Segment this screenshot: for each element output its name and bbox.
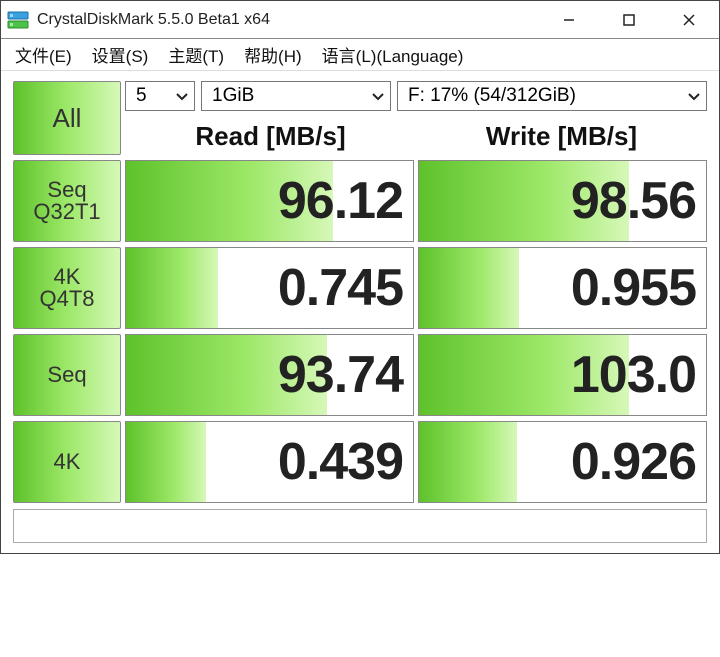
read-value-cell: 93.74 (125, 334, 414, 416)
result-row: SeqQ32T1 96.12 98.56 (13, 160, 707, 242)
test-label-line1: 4K (54, 451, 81, 473)
size-select[interactable]: 1GiB (201, 81, 391, 111)
top-controls: 5 1GiB F: 17% (54/312GiB) (125, 81, 707, 155)
write-value-cell: 0.926 (418, 421, 707, 503)
test-button-4kq4t8[interactable]: 4KQ4T8 (13, 247, 121, 329)
read-value-cell: 96.12 (125, 160, 414, 242)
app-icon (7, 9, 29, 31)
write-fill-bar (419, 248, 519, 328)
close-button[interactable] (659, 1, 719, 38)
drive-value: F: 17% (54/312GiB) (408, 85, 576, 107)
content-area: All 5 1GiB (1, 71, 719, 553)
minimize-button[interactable] (539, 1, 599, 38)
test-button-seqq32t1[interactable]: SeqQ32T1 (13, 160, 121, 242)
results-grid: SeqQ32T196.1298.564KQ4T80.7450.955Seq93.… (13, 160, 707, 503)
read-value: 0.745 (278, 258, 403, 318)
menu-file[interactable]: 文件(E) (15, 42, 72, 67)
read-value-cell: 0.745 (125, 247, 414, 329)
test-label-line2: Q4T8 (39, 288, 94, 310)
window-title: CrystalDiskMark 5.5.0 Beta1 x64 (37, 11, 539, 29)
result-row: 4K 0.439 0.926 (13, 421, 707, 503)
headers-row: Read [MB/s] Write [MB/s] (125, 117, 707, 155)
test-label-line2: Q32T1 (33, 201, 100, 223)
write-value: 103.0 (571, 345, 696, 405)
menu-help[interactable]: 帮助(H) (244, 42, 302, 67)
count-value: 5 (136, 85, 147, 107)
menu-theme[interactable]: 主题(T) (168, 42, 224, 67)
selects-row: 5 1GiB F: 17% (54/312GiB) (125, 81, 707, 111)
test-label-line1: Seq (47, 364, 86, 386)
all-button[interactable]: All (13, 81, 121, 155)
maximize-button[interactable] (599, 1, 659, 38)
chevron-down-icon (688, 89, 700, 104)
read-fill-bar (126, 248, 218, 328)
chevron-down-icon (176, 89, 188, 104)
menu-language[interactable]: 语言(L)(Language) (322, 42, 464, 67)
all-button-label: All (53, 103, 82, 134)
result-row: Seq 93.74 103.0 (13, 334, 707, 416)
test-label-line1: Seq (47, 179, 86, 201)
write-value-cell: 98.56 (418, 160, 707, 242)
titlebar: CrystalDiskMark 5.5.0 Beta1 x64 (1, 1, 719, 39)
write-fill-bar (419, 422, 517, 502)
write-value: 0.955 (571, 258, 696, 318)
menubar: 文件(E) 设置(S) 主题(T) 帮助(H) 语言(L)(Language) (1, 39, 719, 71)
menu-settings[interactable]: 设置(S) (92, 42, 149, 67)
app-window: CrystalDiskMark 5.5.0 Beta1 x64 文件(E) 设置… (0, 0, 720, 554)
read-value: 0.439 (278, 432, 403, 492)
drive-select[interactable]: F: 17% (54/312GiB) (397, 81, 707, 111)
write-header: Write [MB/s] (416, 121, 707, 152)
status-bar (13, 509, 707, 543)
test-button-4k[interactable]: 4K (13, 421, 121, 503)
read-fill-bar (126, 422, 206, 502)
result-row: 4KQ4T8 0.745 0.955 (13, 247, 707, 329)
window-controls (539, 1, 719, 38)
test-label-line1: 4K (54, 266, 81, 288)
write-value-cell: 103.0 (418, 334, 707, 416)
test-button-seq[interactable]: Seq (13, 334, 121, 416)
read-header: Read [MB/s] (125, 121, 416, 152)
write-value: 98.56 (571, 171, 696, 231)
size-value: 1GiB (212, 85, 254, 107)
read-value-cell: 0.439 (125, 421, 414, 503)
count-select[interactable]: 5 (125, 81, 195, 111)
read-value: 96.12 (278, 171, 403, 231)
read-value: 93.74 (278, 345, 403, 405)
top-row: All 5 1GiB (13, 81, 707, 155)
write-value-cell: 0.955 (418, 247, 707, 329)
write-value: 0.926 (571, 432, 696, 492)
chevron-down-icon (372, 89, 384, 104)
